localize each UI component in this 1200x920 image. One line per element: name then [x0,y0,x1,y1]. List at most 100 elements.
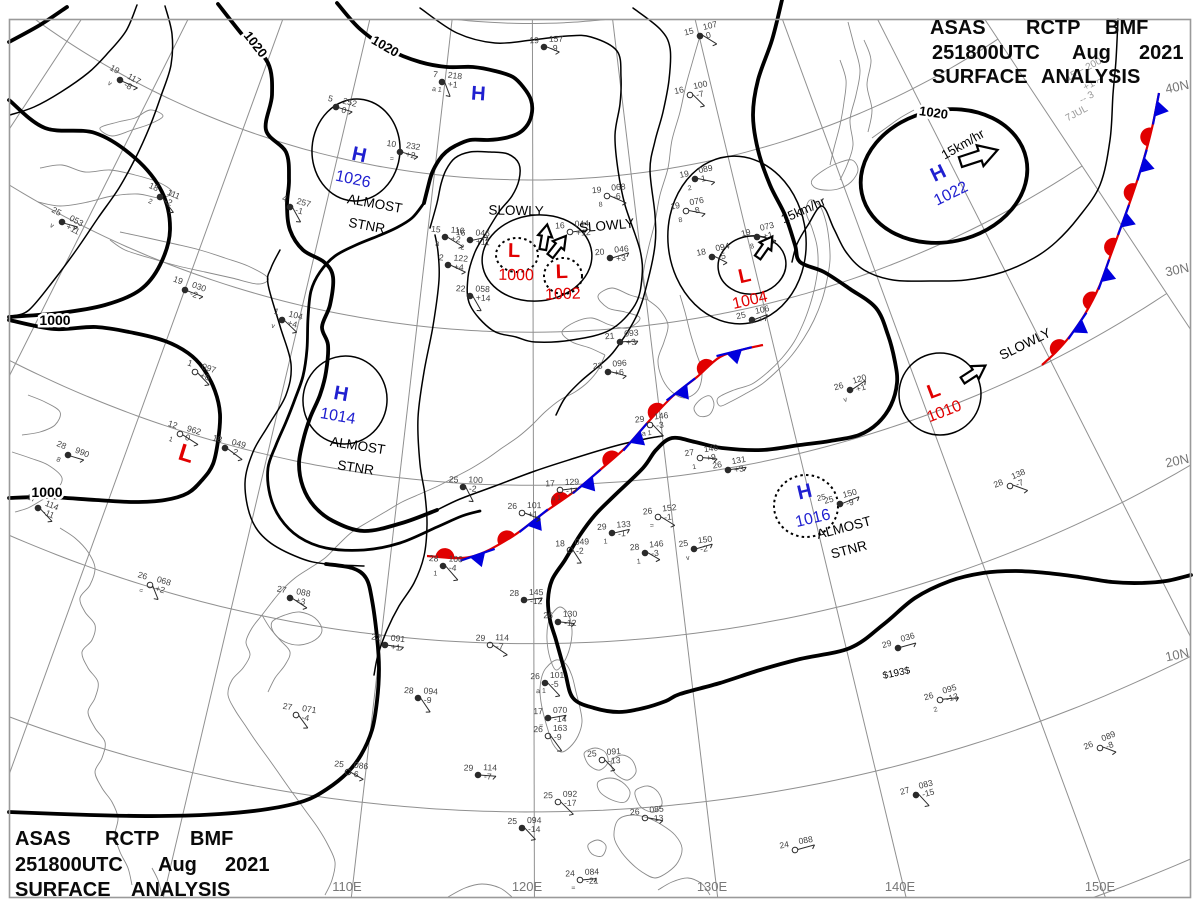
svg-text:4: 4 [281,193,288,204]
svg-text:15: 15 [683,25,695,37]
svg-text:29: 29 [597,521,607,532]
svg-text:+1: +1 [390,642,401,653]
svg-text:+1: +1 [447,79,458,90]
svg-text:25: 25 [735,309,747,321]
svg-text:10: 10 [386,138,397,149]
svg-text:-7: -7 [496,641,504,651]
svg-text:18: 18 [211,433,223,445]
svg-text:088: 088 [798,834,814,846]
svg-text:+3: +3 [626,337,637,348]
svg-text:19: 19 [108,62,121,75]
svg-text:-2: -2 [163,196,174,208]
svg-text:=: = [539,723,543,730]
svg-text:1: 1 [186,358,194,369]
svg-text:27: 27 [276,583,287,595]
svg-text:150: 150 [697,533,713,545]
svg-text:a 1: a 1 [551,495,561,502]
svg-text:26: 26 [137,569,149,581]
svg-text:1026: 1026 [334,168,372,192]
svg-text:068: 068 [611,181,626,192]
svg-text:+9: +9 [705,452,716,463]
svg-text:097: 097 [201,361,218,375]
svg-text:28: 28 [509,588,519,598]
svg-text:044: 044 [574,218,589,229]
svg-text:085: 085 [649,804,664,815]
svg-text:26: 26 [530,671,540,681]
svg-text:25: 25 [587,748,597,758]
svg-text:046: 046 [614,243,629,254]
svg-text:25: 25 [823,494,835,506]
svg-text:130: 130 [563,609,578,619]
svg-text:20N: 20N [1164,451,1190,471]
svg-text:0: 0 [340,105,347,116]
svg-text:SURFACE: SURFACE [932,66,1028,88]
svg-text:8: 8 [55,456,61,464]
svg-text:-7: -7 [484,771,492,781]
svg-text:-4: -4 [301,712,310,723]
svg-text:094: 094 [423,685,438,696]
svg-text:-5: -5 [551,679,559,689]
svg-text:24: 24 [779,839,790,851]
svg-text:094: 094 [527,815,542,825]
svg-text:120E: 120E [512,879,543,894]
svg-text:1: 1 [168,436,174,444]
svg-text:-8: -8 [691,205,700,216]
svg-text:ASAS: ASAS [930,17,986,39]
svg-text:H: H [350,143,369,167]
svg-text:26: 26 [630,806,641,817]
svg-text:30N: 30N [1164,260,1190,280]
svg-text:1002: 1002 [545,285,581,303]
svg-text:16: 16 [456,227,466,238]
svg-text:v: v [843,396,849,404]
svg-text:21: 21 [604,330,615,341]
svg-text:28: 28 [429,553,439,564]
svg-text:-15: -15 [921,786,936,799]
svg-text:116: 116 [450,225,465,236]
svg-text:+6: +6 [614,367,625,378]
svg-text:29: 29 [634,414,645,425]
svg-text:084: 084 [585,866,600,876]
svg-text:25: 25 [449,474,459,485]
svg-text:20: 20 [594,246,605,257]
svg-text:STNR: STNR [347,215,386,236]
svg-text:092: 092 [563,789,578,799]
svg-text:a 1: a 1 [536,688,546,695]
svg-text:0: 0 [705,30,712,41]
svg-text:-9: -9 [845,497,855,509]
svg-text:2: 2 [438,252,444,262]
svg-text:2021: 2021 [225,854,270,876]
svg-text:23: 23 [593,360,604,371]
svg-text:163: 163 [553,723,568,733]
svg-text:STNR: STNR [336,457,375,477]
svg-text:=: = [650,522,655,529]
svg-text:111: 111 [166,187,182,201]
svg-text:-9: -9 [550,43,558,53]
svg-text:26: 26 [543,610,553,620]
svg-text:19: 19 [529,35,539,45]
svg-text:40N: 40N [1164,77,1190,97]
svg-text:-4: -4 [449,562,458,573]
svg-text:H: H [795,480,814,505]
svg-text:-3: -3 [651,548,660,559]
svg-text:25: 25 [50,205,63,218]
svg-text:-1: -1 [294,205,304,217]
svg-text:-13: -13 [608,755,621,766]
svg-text:-1: -1 [664,512,673,523]
svg-text:114: 114 [483,762,497,773]
svg-text:1000: 1000 [498,267,534,285]
svg-text:ANALYSIS: ANALYSIS [131,879,230,901]
svg-text:SURFACE: SURFACE [15,879,111,901]
svg-text:251800UTC: 251800UTC [15,854,123,876]
svg-text:100: 100 [448,553,463,564]
svg-text:25: 25 [334,758,345,769]
svg-text:083: 083 [918,777,935,790]
svg-text:=: = [138,587,144,595]
svg-text:157: 157 [549,34,564,44]
svg-text:26: 26 [712,459,723,471]
svg-text:030: 030 [191,279,208,293]
svg-text:+12: +12 [576,227,591,238]
svg-text:25: 25 [507,816,517,826]
svg-text:252: 252 [342,96,359,109]
svg-text:RCTP: RCTP [1026,17,1080,39]
svg-text:16: 16 [673,84,685,96]
